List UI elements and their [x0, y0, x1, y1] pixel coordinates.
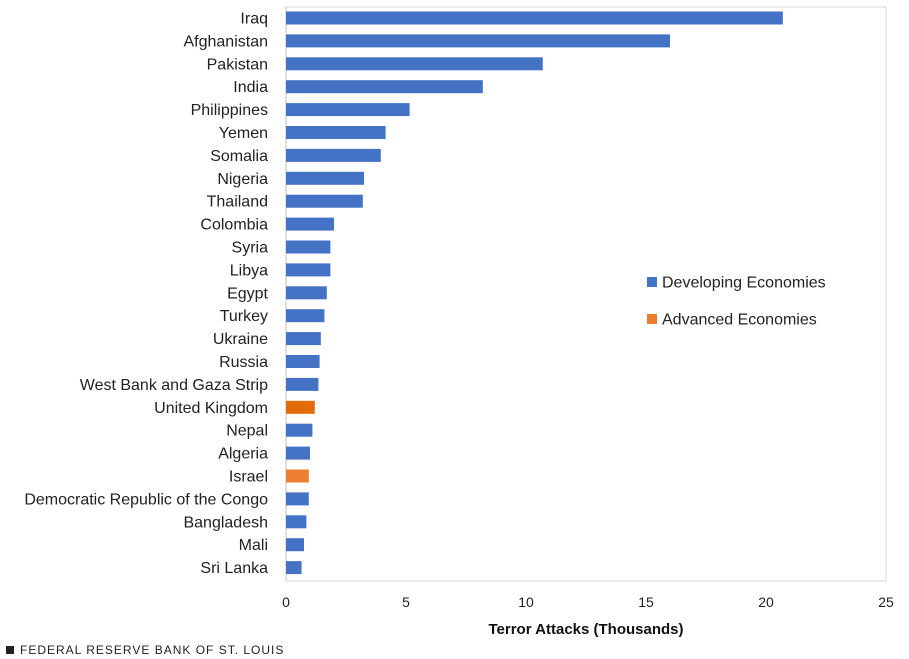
bar-syria	[286, 240, 331, 254]
x-tick-label: 10	[518, 594, 534, 610]
category-label-ukraine: Ukraine	[213, 331, 268, 348]
category-label-mali: Mali	[239, 537, 268, 554]
bar-nepal	[286, 423, 313, 437]
bar-sri-lanka	[286, 561, 302, 575]
bar-west-bank-and-gaza-strip	[286, 377, 319, 391]
terror-attacks-bar-chart: Iraq Afghanistan Pakistan India Philippines Y…	[24, 6, 894, 638]
category-label-nigeria: Nigeria	[217, 171, 268, 188]
x-tick-label: 0	[282, 594, 290, 610]
category-label-algeria: Algeria	[218, 446, 268, 463]
category-label-thailand: Thailand	[207, 194, 268, 211]
x-tick-label: 25	[878, 594, 894, 610]
bar-united-kingdom	[286, 400, 315, 414]
category-label-nepal: Nepal	[226, 423, 268, 440]
category-label-turkey: Turkey	[220, 308, 268, 325]
bar-india	[286, 80, 483, 94]
category-label-sri-lanka: Sri Lanka	[200, 560, 268, 577]
x-tick-label: 5	[402, 594, 410, 610]
category-label-afghanistan: Afghanistan	[183, 33, 268, 50]
bar-turkey	[286, 309, 325, 323]
x-tick-label: 20	[758, 594, 774, 610]
bar-ukraine	[286, 332, 321, 346]
bar-russia	[286, 355, 320, 368]
category-label-libya: Libya	[230, 262, 268, 279]
legend-label-advanced-economies: Advanced Economies	[662, 312, 817, 329]
category-label-united-kingdom: United Kingdom	[154, 400, 268, 417]
category-labels: Iraq Afghanistan Pakistan India Philippines Y…	[24, 11, 268, 578]
bar-colombia	[286, 217, 334, 231]
bar-libya	[286, 263, 331, 277]
category-label-india: India	[233, 79, 268, 96]
category-label-pakistan: Pakistan	[207, 56, 268, 73]
x-tick-labels: 0 5 10 15 20 25	[282, 594, 894, 610]
legend-label-developing-economies: Developing Economies	[662, 275, 826, 292]
category-label-bangladesh: Bangladesh	[183, 514, 268, 531]
bar-afghanistan	[286, 34, 670, 48]
bar-bangladesh	[286, 515, 307, 529]
bar-somalia	[286, 148, 381, 162]
bar-philippines	[286, 103, 410, 117]
source-footer: FEDERAL RESERVE BANK OF ST. LOUIS	[6, 643, 284, 657]
category-label-philippines: Philippines	[191, 102, 268, 119]
x-axis-title: Terror Attacks (Thousands)	[488, 621, 683, 638]
bar-israel	[286, 469, 309, 483]
bar-pakistan	[286, 57, 543, 71]
bar-mali	[286, 538, 304, 552]
bar-nigeria	[286, 171, 364, 185]
bar-democratic-republic-of-the-congo	[286, 492, 309, 506]
category-label-somalia: Somalia	[210, 148, 268, 165]
square-icon	[6, 646, 14, 654]
x-tick-label: 15	[638, 594, 654, 610]
legend: Developing Economies Advanced Economies	[647, 275, 826, 329]
bars-group	[286, 11, 783, 575]
category-label-west-bank-and-gaza-strip: West Bank and Gaza Strip	[80, 377, 268, 394]
category-label-egypt: Egypt	[227, 285, 268, 302]
category-label-colombia: Colombia	[200, 217, 268, 234]
bar-egypt	[286, 286, 327, 300]
legend-swatch-advanced-economies	[647, 314, 657, 324]
bar-algeria	[286, 446, 310, 460]
category-label-yemen: Yemen	[219, 125, 268, 142]
legend-swatch-developing-economies	[647, 277, 657, 287]
category-label-iraq: Iraq	[240, 11, 268, 28]
bar-yemen	[286, 126, 386, 139]
bar-iraq	[286, 11, 783, 25]
category-label-israel: Israel	[229, 469, 268, 486]
category-label-democratic-republic-of-the-congo: Democratic Republic of the Congo	[24, 491, 268, 508]
bar-thailand	[286, 194, 363, 208]
source-text: FEDERAL RESERVE BANK OF ST. LOUIS	[20, 643, 285, 657]
category-label-syria: Syria	[232, 240, 269, 257]
category-label-russia: Russia	[219, 354, 268, 371]
